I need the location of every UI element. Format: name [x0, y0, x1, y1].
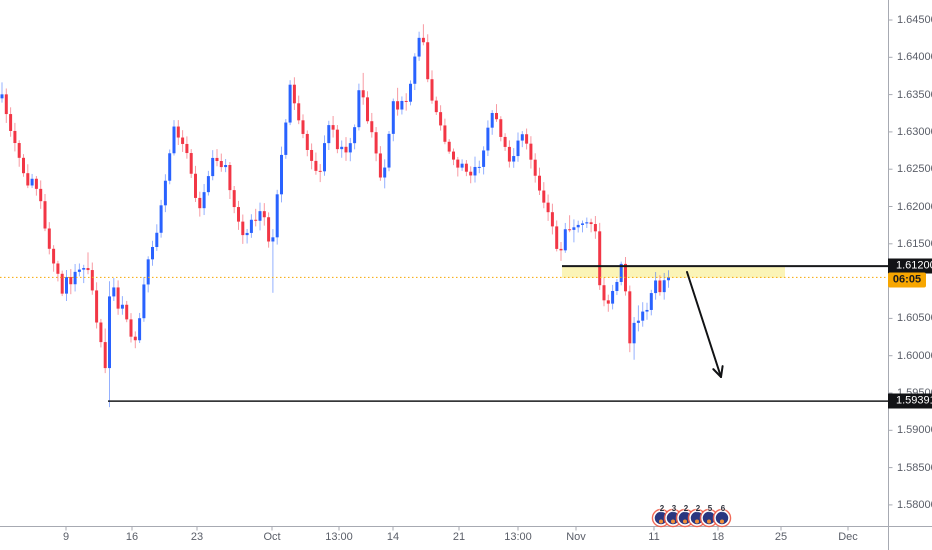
- level-price-label-1-61200: 1.61200: [888, 258, 932, 274]
- candle-countdown-label: 06:05: [888, 272, 926, 288]
- time-tick-label: 14: [386, 531, 400, 543]
- idea-marker-count: 6: [720, 504, 726, 513]
- level-price-label-1-59391: 1.59391: [888, 393, 932, 409]
- idea-bubble-icon[interactable]: [714, 510, 730, 526]
- idea-marker-count: 2: [659, 504, 665, 513]
- idea-bubble-flame-dot: [683, 519, 687, 524]
- price-tick-label: 1.58500: [897, 461, 932, 474]
- candle-wicks: [1, 24, 669, 408]
- idea-bubble-flame-dot: [671, 519, 675, 524]
- idea-bubble-flame-dot: [707, 519, 711, 524]
- highlight-zone[interactable]: [562, 266, 785, 278]
- time-tick-label: Nov: [566, 531, 586, 543]
- time-tick-label: 23: [190, 531, 204, 543]
- price-tick-label: 1.62500: [897, 163, 932, 176]
- idea-bubble-flame-dot: [659, 519, 663, 524]
- time-tick-label: Oct: [263, 531, 281, 543]
- time-tick-label: 18: [711, 531, 725, 543]
- time-tick-label: 9: [62, 531, 70, 543]
- idea-marker-count: 2: [683, 504, 689, 513]
- price-tick-label: 1.60000: [897, 349, 932, 362]
- time-tick-label: 16: [125, 531, 139, 543]
- down-arrow-drawing[interactable]: [686, 271, 724, 378]
- idea-markers[interactable]: [651, 508, 732, 528]
- price-tick-label: 1.63000: [897, 125, 932, 138]
- candle-bodies: [0, 37, 670, 369]
- idea-marker-count: 3: [671, 504, 677, 513]
- idea-bubble-flame-dot: [695, 519, 699, 524]
- time-tick-label: 25: [774, 531, 788, 543]
- price-tick-label: 1.63500: [897, 88, 932, 101]
- idea-bubble-flame-dot: [720, 519, 724, 524]
- price-tick-label: 1.61500: [897, 237, 932, 250]
- idea-marker-count: 2: [695, 504, 701, 513]
- price-tick-label: 1.60500: [897, 312, 932, 325]
- time-tick-label: 13:00: [325, 531, 353, 543]
- price-tick-label: 1.62000: [897, 200, 932, 213]
- time-tick-label: 11: [648, 531, 660, 543]
- idea-marker-count: 5: [707, 504, 713, 513]
- price-tick-label: 1.59000: [897, 424, 932, 437]
- time-tick-label: 13:00: [504, 531, 532, 543]
- price-tick-label: 1.58000: [897, 498, 932, 511]
- time-tick-label: Dec: [838, 531, 858, 543]
- idea-bubble-ring: [712, 508, 732, 528]
- price-tick-label: 1.64500: [897, 14, 932, 26]
- time-tick-label: 21: [452, 531, 466, 543]
- price-tick-label: 1.64000: [897, 51, 932, 64]
